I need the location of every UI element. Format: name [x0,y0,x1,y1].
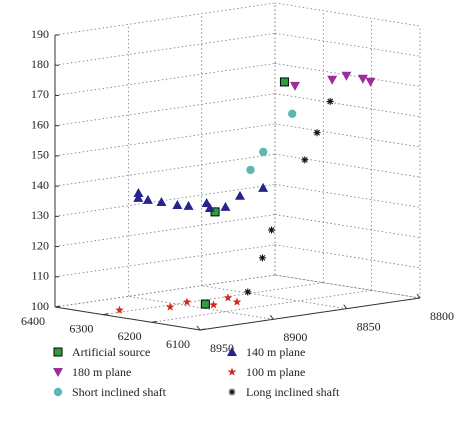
x-tick-label: 8800 [430,309,454,323]
marker-triangle [204,202,215,212]
tick-mark [199,328,206,331]
z-tick-label: 100 [31,299,49,313]
marker-asterisk [301,156,309,164]
grid-line [54,183,276,217]
z-tick-label: 130 [31,208,49,222]
marker-square [279,77,289,87]
marker-triangle [156,197,167,207]
tick-mark [416,293,421,299]
grid-line [151,289,372,323]
grid-line [54,153,276,187]
marker-circle [288,109,297,118]
marker-circle [246,165,255,175]
grid-line [54,32,276,66]
marker-star [115,305,124,314]
axis-line [54,306,201,331]
z-tick-label: 140 [31,178,49,192]
grid-line [103,282,324,316]
legend-label: Long inclined shaft [246,385,340,399]
marker-asterisk [244,288,252,296]
marker-triangle [227,347,237,356]
y-tick-label: 6300 [69,321,93,335]
grid-line [274,183,421,208]
marker-triangle-down [365,77,376,87]
grid-line [128,295,274,320]
tick-mark [269,315,274,320]
marker-star [209,300,218,309]
grid-line [54,93,276,127]
tick-mark [196,325,201,331]
tick-mark [54,305,61,308]
z-tick-label: 160 [31,117,49,131]
marker-triangle-down [289,81,300,91]
marker-triangle [142,194,153,204]
marker-circle [259,147,268,157]
y-tick-label: 6400 [21,314,45,328]
marker-asterisk [258,254,266,262]
x-tick-label: 8900 [283,330,307,344]
marker-triangle [133,192,144,202]
marker-triangle [133,188,144,198]
z-tick-label: 190 [31,27,49,41]
grid-line [54,63,276,96]
y-tick-label: 6200 [118,329,142,343]
axis-line [199,297,421,331]
y-tick-label: 6100 [166,337,190,351]
grid-line [54,123,276,157]
marker-triangle [234,190,245,200]
legend-label: 100 m plane [246,365,305,379]
marker-star [182,297,192,306]
grid-line [54,2,276,36]
grid-line [274,244,421,269]
grid-line [274,123,421,148]
legend-label: 140 m plane [246,345,305,359]
marker-square [200,299,210,309]
legend-label: 180 m plane [72,365,131,379]
z-tick-label: 110 [31,269,49,283]
marker-triangle-down [341,71,352,81]
grid-line [201,285,347,310]
z-tick-label: 170 [31,87,49,101]
grid-line [54,244,276,278]
marker-triangle [220,201,231,211]
marker-asterisk [313,129,321,137]
marker-star [166,302,175,311]
marker-square [53,347,63,357]
tick-mark [103,313,109,316]
grid-line [274,214,421,238]
marker-triangle [258,182,269,192]
marker-triangle [183,200,194,210]
marker-triangle [172,200,183,210]
grid-line [54,214,276,247]
z-tick-label: 150 [31,148,49,162]
marker-star [223,293,233,302]
marker-star [232,297,242,306]
marker-asterisk [268,226,276,234]
x-tick-label: 8950 [210,341,234,355]
tick-mark [343,304,348,309]
marker-triangle-down [357,74,368,84]
grid-line [274,2,421,27]
marker-asterisk [326,97,334,105]
grid-line [54,274,276,308]
marker-star [227,367,237,376]
marker-triangle-down [327,75,338,85]
grid-line [274,274,421,299]
marker-triangle-down [53,368,63,377]
z-tick-label: 120 [31,238,49,252]
grid-line [274,153,421,178]
z-tick-label: 180 [31,57,49,71]
marker-circle [53,387,63,397]
marker-asterisk [228,388,236,396]
grid-line [274,32,421,57]
legend-label: Short inclined shaft [72,385,167,399]
legend-label: Artificial source [72,345,150,359]
grid-line [274,93,421,118]
tick-mark [151,320,157,323]
x-tick-label: 8850 [357,319,381,333]
